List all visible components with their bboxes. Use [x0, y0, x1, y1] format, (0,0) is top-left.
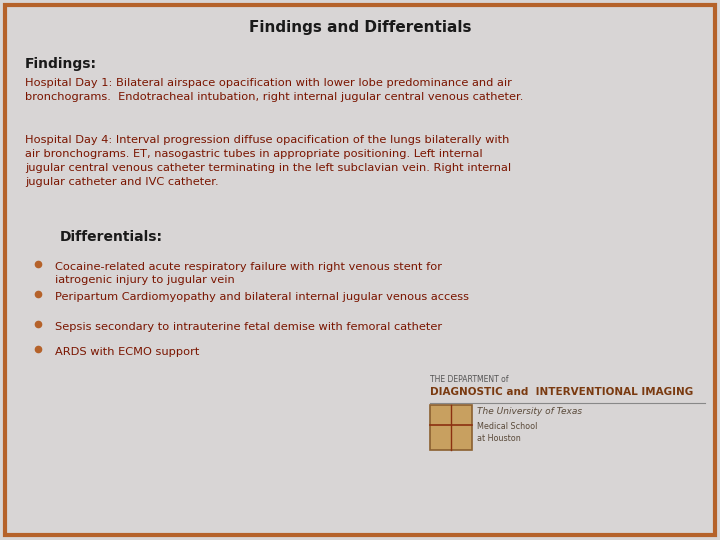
Text: Sepsis secondary to intrauterine fetal demise with femoral catheter: Sepsis secondary to intrauterine fetal d… — [55, 322, 442, 332]
Text: Hospital Day 1: Bilateral airspace opacification with lower lobe predominance an: Hospital Day 1: Bilateral airspace opaci… — [25, 78, 523, 102]
Text: ARDS with ECMO support: ARDS with ECMO support — [55, 347, 199, 357]
Text: The University of Texas: The University of Texas — [477, 407, 582, 416]
Text: THE DEPARTMENT of: THE DEPARTMENT of — [430, 375, 508, 384]
FancyBboxPatch shape — [5, 5, 715, 535]
Text: Differentials:: Differentials: — [60, 230, 163, 244]
Text: Cocaine-related acute respiratory failure with right venous stent for
iatrogenic: Cocaine-related acute respiratory failur… — [55, 262, 442, 285]
FancyBboxPatch shape — [430, 405, 472, 450]
Text: Findings:: Findings: — [25, 57, 97, 71]
Text: DIAGNOSTIC and  INTERVENTIONAL IMAGING: DIAGNOSTIC and INTERVENTIONAL IMAGING — [430, 387, 693, 397]
Text: Peripartum Cardiomyopathy and bilateral internal jugular venous access: Peripartum Cardiomyopathy and bilateral … — [55, 292, 469, 302]
Text: Hospital Day 4: Interval progression diffuse opacification of the lungs bilatera: Hospital Day 4: Interval progression dif… — [25, 135, 511, 187]
Text: at Houston: at Houston — [477, 434, 521, 443]
Text: Medical School: Medical School — [477, 422, 537, 431]
Text: Findings and Differentials: Findings and Differentials — [248, 20, 472, 35]
